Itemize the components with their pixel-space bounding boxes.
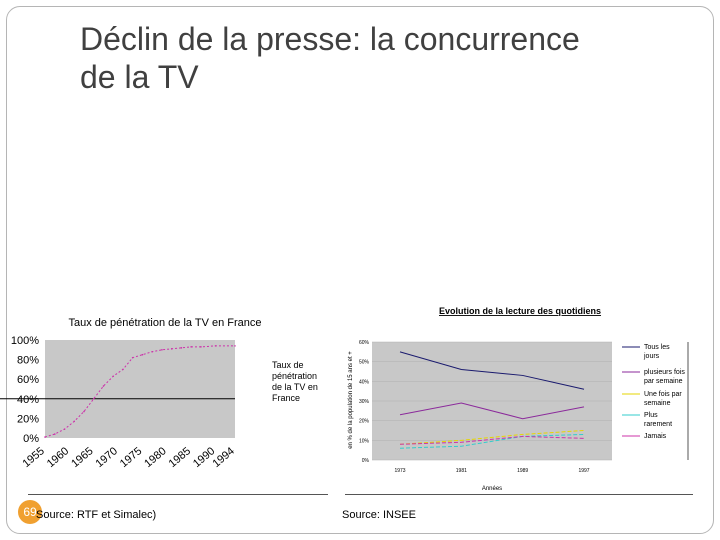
tv-legend-line-2: pénétration: [272, 371, 317, 381]
tv-data-point: [170, 348, 173, 350]
news-legend-label-line: Plus: [644, 412, 658, 419]
tv-data-point: [92, 398, 95, 400]
news-xtick-label: 1989: [517, 468, 528, 474]
news-legend: Tous les jours plusieurs fois par semaine Un…: [622, 344, 685, 440]
news-series-line: [399, 402, 585, 420]
tv-data-point: [102, 385, 105, 387]
tv-penetration-chart: Taux de pénétration de la TV en France 0…: [0, 317, 320, 470]
tv-data-point: [112, 375, 115, 378]
news-legend-label-line: plusieurs fois: [644, 369, 685, 376]
tv-data-point: [63, 428, 66, 430]
news-legend-label-line: rarement: [644, 421, 672, 428]
tv-data-point: [200, 346, 202, 348]
tv-xtick-label: 1955: [20, 445, 46, 470]
news-chart-title: Evolution de la lecture des quotidiens: [439, 306, 601, 316]
news-xtick-label: 1997: [578, 468, 589, 474]
tv-ytick-label: 100%: [11, 335, 39, 347]
slide-title: Déclin de la presse: la concurrence de l…: [80, 20, 680, 96]
news-series-line: [399, 435, 585, 445]
slide-frame: [6, 6, 714, 534]
tv-data-point: [214, 345, 217, 347]
tv-ytick-label: 60%: [17, 374, 39, 386]
tv-data-point: [151, 350, 153, 353]
news-legend-label-line: jours: [643, 353, 660, 360]
page-number-badge: 69: [18, 500, 42, 524]
tv-data-point: [190, 346, 192, 348]
title-line-2: de la TV: [80, 59, 199, 95]
tv-data-point: [44, 436, 46, 438]
tv-ytick-label: 80%: [17, 355, 39, 367]
news-ytick-label: 20%: [359, 419, 370, 425]
news-xlabel: Années: [482, 486, 502, 492]
news-series-line: [399, 433, 585, 449]
source-left: Source: RTF et Simalec): [36, 509, 157, 521]
news-legend-label: Tous les jours: [643, 344, 670, 360]
tv-ytick-label: 40%: [17, 394, 39, 406]
news-series-line: [399, 430, 585, 445]
title-line-1: Déclin de la presse: la concurrence: [80, 21, 580, 57]
tv-data-point: [122, 368, 124, 371]
news-ytick-label: 10%: [359, 438, 370, 444]
news-legend-label: plusieurs fois par semaine: [644, 369, 685, 385]
news-ytick-label: 40%: [359, 379, 370, 385]
news-legend-label: Jamais: [644, 433, 667, 440]
tv-data-point: [180, 347, 183, 349]
tv-data-point: [83, 410, 85, 413]
tv-xtick-label: 1970: [94, 445, 120, 470]
tv-xtick-label: 1960: [45, 445, 71, 470]
tv-data-point: [131, 356, 134, 359]
tv-xtick-label: 1985: [167, 445, 193, 470]
news-legend-label: Une fois par semaine: [644, 391, 682, 407]
tv-data-point: [73, 420, 76, 423]
tv-plot-area: [45, 340, 235, 438]
tv-data-point: [161, 349, 163, 351]
tv-legend-label: Taux de pénétration de la TV en France: [272, 360, 320, 403]
tv-data-point: [141, 353, 144, 356]
tv-legend-line-4: France: [272, 393, 300, 403]
tv-ytick-label: 0%: [23, 433, 39, 445]
news-ytick-label: 50%: [359, 360, 370, 366]
news-legend-label-line: semaine: [644, 400, 671, 407]
left-separator-line: [28, 494, 328, 495]
news-xtick-label: 1981: [456, 468, 467, 474]
tv-xtick-label: 1980: [142, 445, 168, 470]
news-ylabel: en % de la population de 15 ans et +: [348, 351, 354, 449]
newspaper-reading-chart: Evolution de la lecture des quotidiens 0…: [348, 306, 689, 492]
tv-xtick-label: 1975: [118, 445, 144, 470]
tv-ytick-label: 20%: [17, 413, 39, 425]
news-legend-label: Plus rarement: [644, 412, 672, 428]
source-right: Source: INSEE: [342, 509, 416, 521]
tv-legend-line-1: Taux de: [272, 360, 304, 370]
tv-xtick-label: 1994: [210, 445, 236, 470]
news-xtick-label: 1973: [394, 468, 405, 474]
news-ytick-label: 60%: [359, 340, 370, 346]
tv-data-point: [53, 433, 56, 435]
news-legend-label-line: Jamais: [644, 433, 667, 440]
news-legend-label-line: Une fois par: [644, 391, 682, 398]
tv-xtick-label: 1965: [69, 445, 95, 470]
tv-data-point: [234, 345, 236, 347]
news-ytick-label: 30%: [359, 399, 370, 405]
right-separator-line: [345, 494, 693, 495]
tv-legend-line-3: de la TV en: [272, 382, 318, 392]
news-legend-label-line: par semaine: [644, 378, 683, 385]
news-ytick-label: 0%: [362, 458, 370, 464]
news-legend-label-line: Tous les: [644, 344, 670, 351]
tv-chart-title: Taux de pénétration de la TV en France: [68, 317, 261, 329]
news-series-line: [399, 351, 585, 390]
